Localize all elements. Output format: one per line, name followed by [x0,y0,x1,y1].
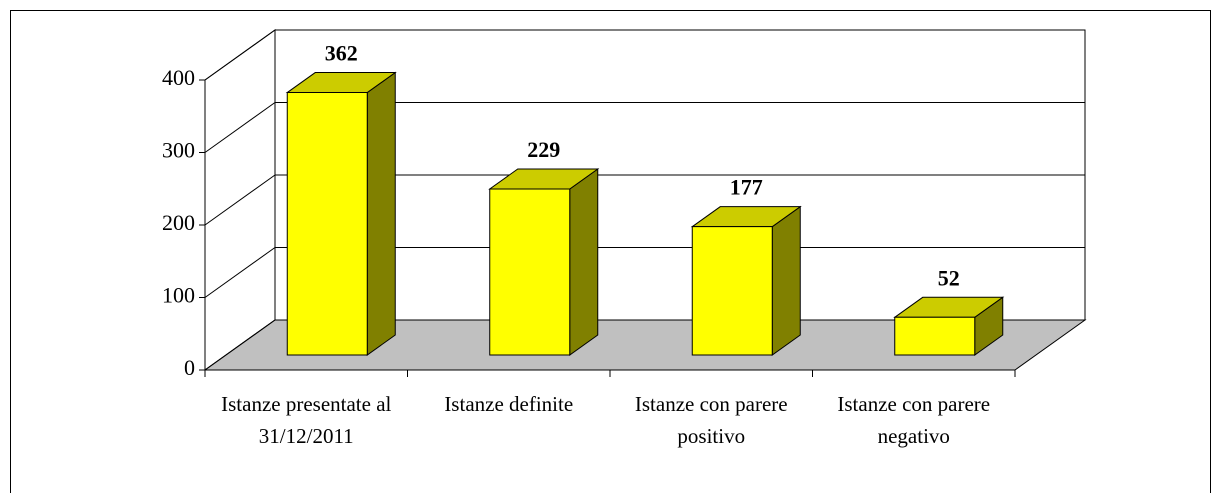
bar [893,296,1005,356]
bar-front [894,316,976,356]
value-label: 362 [325,41,358,66]
value-label: 52 [938,265,960,290]
bar [488,168,600,356]
y-tick-label: 200 [162,210,195,235]
x-tick-label: Istanze con parere negativo [837,392,991,448]
grid-line [204,29,276,81]
x-tick-label: Istanze con parere positivo [634,392,788,448]
y-tick-label: 400 [162,65,195,90]
bar-side [366,71,396,356]
bar [690,205,802,356]
value-label: 177 [730,175,763,200]
bar-front [489,188,571,356]
bar-side [771,205,801,356]
bar-front [691,226,773,356]
value-label: 229 [527,137,560,162]
y-tick-label: 100 [162,283,195,308]
x-tick-label: Istanze presentate al 31/12/2011 [221,392,392,448]
y-tick-label: 300 [162,138,195,163]
bar-side [569,168,599,356]
grid-line [204,174,276,226]
grid-line [204,102,276,153]
grid-line [204,319,276,371]
y-tick-label: 0 [184,355,195,380]
grid-line [204,247,276,298]
bar-front [286,92,368,356]
x-tick-label: Istanze definite [444,392,574,416]
bar [285,71,397,356]
chart-border [10,10,1211,493]
